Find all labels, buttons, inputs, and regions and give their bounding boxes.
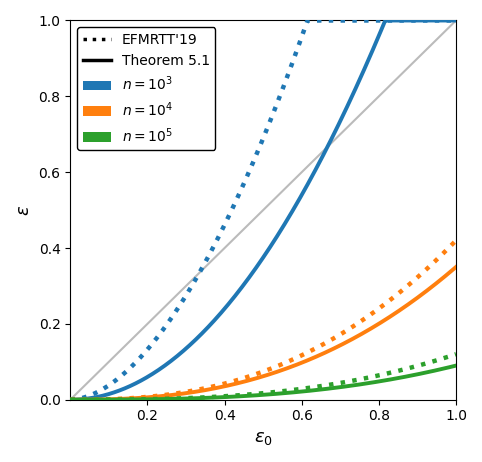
Legend: EFMRTT'19, Theorem 5.1, $n = 10^3$, $n = 10^4$, $n = 10^5$: EFMRTT'19, Theorem 5.1, $n = 10^3$, $n =…: [77, 27, 215, 150]
Y-axis label: $\varepsilon$: $\varepsilon$: [15, 205, 33, 216]
X-axis label: $\varepsilon_0$: $\varepsilon_0$: [254, 429, 273, 447]
